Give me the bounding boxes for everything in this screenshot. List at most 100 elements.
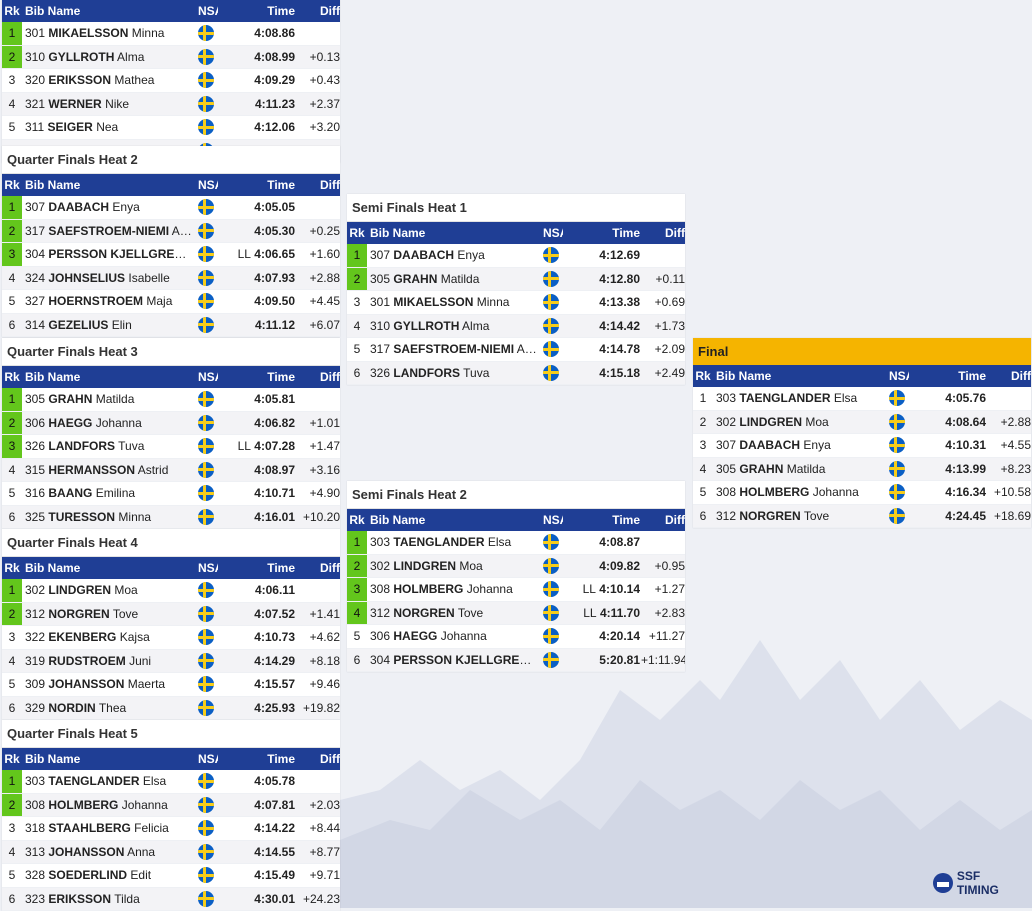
athlete-name[interactable]: 308 HOLMBERG Johanna <box>25 794 195 817</box>
athlete-name[interactable]: 310 GYLLROTH Alma <box>25 46 195 69</box>
athlete-name[interactable]: 306 HAEGG Johanna <box>370 625 540 648</box>
athlete-name[interactable]: 305 GRAHN Matilda <box>370 268 540 291</box>
athlete-name[interactable]: 322 EKENBERG Kajsa <box>25 626 195 649</box>
athlete-name[interactable]: 302 LINDGREN Moa <box>25 579 195 602</box>
athlete-name[interactable]: 307 DAABACH Enya <box>25 196 195 219</box>
athlete-name[interactable]: 308 HOLMBERG Johanna <box>716 481 886 504</box>
athlete-name[interactable]: 303 TAENGLANDER Elsa <box>370 531 540 554</box>
athlete-name[interactable]: 307 DAABACH Enya <box>716 434 886 457</box>
athlete-name[interactable]: 302 LINDGREN Moa <box>370 555 540 578</box>
athlete-name[interactable]: 309 JOHANSSON Maerta <box>25 673 195 696</box>
athlete-name[interactable]: 303 TAENGLANDER Elsa <box>716 387 886 410</box>
athlete-name[interactable]: 320 ERIKSSON Mathea <box>25 69 195 92</box>
athlete-name[interactable]: 317 SAEFSTROEM-NIEMI Ag... <box>25 220 195 243</box>
athlete-name[interactable]: 317 SAEFSTROEM-NIEMI Ag... <box>370 338 540 361</box>
athlete-name[interactable]: 312 NORGREN Tove <box>370 602 540 625</box>
first-name: Enya <box>112 200 139 214</box>
sweden-flag-icon <box>198 119 214 135</box>
athlete-name[interactable]: 301 MIKAELSSON Minna <box>370 291 540 314</box>
athlete-name[interactable]: 306 HAEGG Johanna <box>25 412 195 435</box>
athlete-name[interactable]: 305 GRAHN Matilda <box>716 458 886 481</box>
athlete-name[interactable]: 318 STAAHLBERG Felicia <box>25 817 195 840</box>
athlete-name[interactable]: 326 LANDFORS Tuva <box>370 362 540 385</box>
athlete-name[interactable]: 311 SEIGER Nea <box>25 116 195 139</box>
athlete-name[interactable]: 301 MIKAELSSON Minna <box>25 22 195 45</box>
athlete-name[interactable]: 327 HOERNSTROEM Maja <box>25 290 195 313</box>
athlete-name[interactable]: 308 HOLMBERG Johanna <box>370 578 540 601</box>
athlete-name[interactable]: 323 ERIKSSON Tilda <box>25 888 195 911</box>
athlete-name[interactable]: 310 GYLLROTH Alma <box>370 315 540 338</box>
bib-number: 328 <box>25 868 45 882</box>
sweden-flag-icon <box>543 581 559 597</box>
athlete-name[interactable]: 316 BAANG Emilina <box>25 482 195 505</box>
athlete-name[interactable]: 304 PERSSON KJELLGREN ... <box>370 649 540 672</box>
nsa-cell <box>198 817 218 841</box>
athlete-name[interactable]: 314 GEZELIUS Elin <box>25 314 195 337</box>
first-name: Tove <box>458 606 483 620</box>
athlete-name[interactable]: 326 LANDFORS Tuva <box>25 435 195 458</box>
athlete-name[interactable]: 313 JOHANSSON Anna <box>25 841 195 864</box>
athlete-name[interactable]: 312 NORGREN Tove <box>25 603 195 626</box>
athlete-name[interactable]: 319 RUDSTROEM Juni <box>25 650 195 673</box>
athlete-name[interactable]: 303 TAENGLANDER Elsa <box>25 770 195 793</box>
athlete-name[interactable]: 307 DAABACH Enya <box>370 244 540 267</box>
athlete-name[interactable]: 324 JOHNSELIUS Isabelle <box>25 267 195 290</box>
athlete-name[interactable]: 328 SOEDERLIND Edit <box>25 864 195 887</box>
athlete-name[interactable]: 315 HERMANSSON Astrid <box>25 459 195 482</box>
athlete-name[interactable]: 305 GRAHN Matilda <box>25 388 195 411</box>
athlete-name[interactable]: 329 NORDIN Thea <box>25 697 195 720</box>
athlete-name[interactable]: 321 WERNER Nike <box>25 93 195 116</box>
athlete-name[interactable]: 304 PERSSON KJELLGREN ... <box>25 243 195 266</box>
athlete-name[interactable]: 312 NORGREN Tove <box>716 505 886 528</box>
athlete-name[interactable]: 302 LINDGREN Moa <box>716 411 886 434</box>
athlete-name[interactable]: 325 TURESSON Minna <box>25 506 195 529</box>
